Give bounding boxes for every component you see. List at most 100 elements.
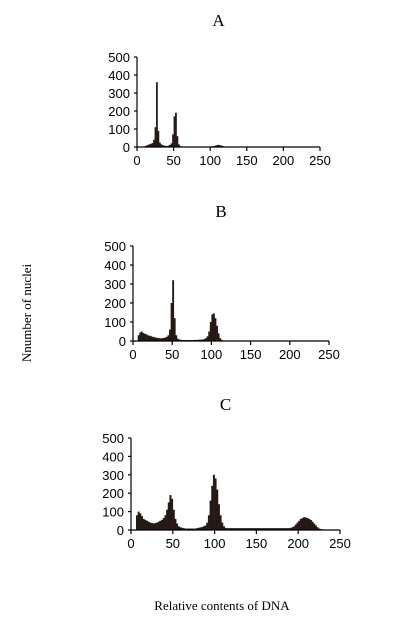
x-tick-label: 0 <box>127 536 134 551</box>
histogram-bar <box>148 144 151 147</box>
histogram-bar <box>218 145 221 147</box>
x-tick-label: 200 <box>273 153 295 168</box>
histogram-bar <box>198 339 201 341</box>
histogram-bar <box>147 144 150 147</box>
histogram-bar <box>234 528 237 530</box>
histogram-bar <box>167 335 170 341</box>
histogram-bar <box>153 337 156 341</box>
histogram-bar <box>173 116 176 147</box>
histogram-bar <box>294 524 297 530</box>
histogram-bar <box>283 528 286 530</box>
histogram-bar <box>169 144 171 147</box>
histogram-bar <box>186 528 189 530</box>
histogram-bar <box>216 489 219 530</box>
histogram-bar <box>141 516 144 530</box>
x-tick-label: 50 <box>166 536 180 551</box>
histogram-bar <box>154 523 157 530</box>
x-tick-label: 200 <box>287 536 309 551</box>
histogram-bar <box>176 136 179 147</box>
histogram-bar <box>201 527 204 530</box>
histogram-bar <box>160 144 163 147</box>
histogram-bar <box>165 336 168 341</box>
histogram-bar <box>148 335 151 341</box>
histogram-bar <box>169 495 172 530</box>
histogram-bar <box>206 522 209 530</box>
x-tick-label: 150 <box>246 536 268 551</box>
histogram-bar <box>220 145 223 147</box>
histogram-bar <box>253 528 256 530</box>
x-tick-label: 50 <box>166 153 180 168</box>
histogram-bar <box>139 513 142 530</box>
histogram-bar <box>157 130 160 147</box>
histogram-bar <box>142 333 145 341</box>
histogram-bar <box>156 82 158 147</box>
histogram-bar <box>212 313 215 341</box>
x-tick-label: 0 <box>133 153 140 168</box>
histogram-bar <box>146 520 149 530</box>
histogram-bar <box>179 527 182 530</box>
histogram-bar <box>209 322 212 341</box>
histogram-bar <box>136 515 138 530</box>
histogram-bar <box>229 528 232 530</box>
histogram-bar <box>286 528 289 530</box>
histogram-bar <box>176 523 179 530</box>
y-tick-label: 100 <box>108 122 130 137</box>
y-tick-label: 200 <box>102 486 124 501</box>
histogram-bar <box>194 528 197 530</box>
y-tick-label: 0 <box>117 523 124 538</box>
histogram-bar <box>304 517 307 530</box>
histogram-bar <box>192 528 195 530</box>
histogram-bar <box>241 528 244 530</box>
histogram-bar <box>251 528 254 530</box>
histogram-bar <box>151 143 154 147</box>
y-tick-label: 0 <box>123 140 130 155</box>
histogram-bar <box>144 519 147 530</box>
histogram-bar <box>206 336 209 341</box>
panel-title: B <box>215 202 226 221</box>
histogram-bar <box>170 303 173 341</box>
y-tick-label: 400 <box>102 449 124 464</box>
histogram-bar <box>314 525 317 530</box>
histogram-bar <box>158 142 161 147</box>
histogram-bar <box>248 528 251 530</box>
histogram-bar <box>159 520 162 530</box>
histogram-bar <box>191 528 194 530</box>
histogram-bar <box>261 528 264 530</box>
x-tick-label: 250 <box>318 347 340 362</box>
histogram-bar <box>147 335 149 341</box>
histogram-bar <box>291 527 294 530</box>
histogram-bar <box>226 528 229 530</box>
x-tick-label: 100 <box>201 347 223 362</box>
y-tick-label: 100 <box>104 315 126 330</box>
x-tick-label: 250 <box>309 153 331 168</box>
y-tick-label: 300 <box>102 468 124 483</box>
histogram-bar <box>303 517 306 530</box>
histogram-bar <box>154 127 157 147</box>
histogram-bar <box>145 334 148 341</box>
histogram-bar <box>161 338 164 341</box>
y-tick-label: 0 <box>119 334 126 349</box>
x-tick-label: 150 <box>240 347 262 362</box>
histogram-bar <box>281 528 284 530</box>
histogram-bar <box>164 515 167 530</box>
x-axis-label: Relative contents of DNA <box>154 598 290 613</box>
histogram-bar <box>254 528 257 530</box>
y-tick-label: 300 <box>104 277 126 292</box>
y-tick-label: 200 <box>108 104 130 119</box>
histogram-bar <box>224 527 227 530</box>
histogram-bar <box>249 528 252 530</box>
histogram-bar <box>201 339 204 341</box>
histogram-bar <box>209 500 212 530</box>
histogram-bar <box>154 337 157 341</box>
histogram-bar <box>139 332 142 341</box>
histogram-bar <box>187 528 190 530</box>
x-tick-label: 0 <box>129 347 136 362</box>
histogram-bar <box>149 522 152 530</box>
histogram-bar <box>219 515 222 530</box>
histogram-bar <box>203 339 206 341</box>
histogram-bar <box>140 331 143 341</box>
histogram-bar <box>158 338 160 341</box>
histogram-bar <box>221 522 224 530</box>
